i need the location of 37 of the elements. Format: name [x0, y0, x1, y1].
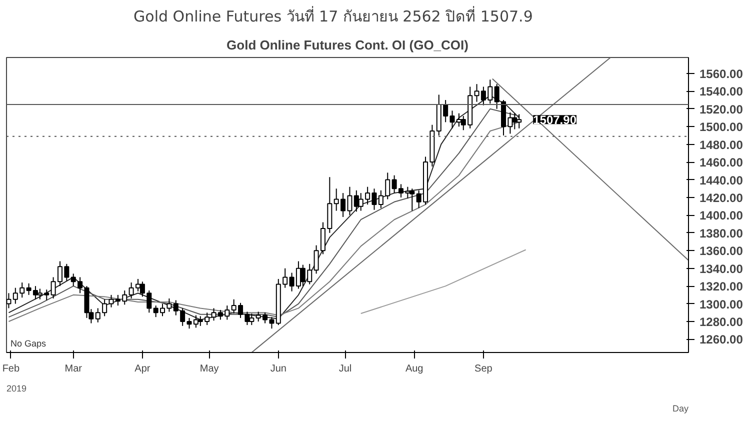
- annotation: No Gaps: [10, 338, 47, 348]
- x-tick-label: Apr: [134, 364, 151, 374]
- y-tick-label: 1340.00: [700, 262, 744, 276]
- candlestick: [392, 174, 397, 194]
- x-tick-label: Aug: [405, 364, 424, 374]
- y-tick-label: 1480.00: [700, 138, 744, 152]
- x-tick-label: Jun: [270, 364, 286, 374]
- x-tick-label: May: [200, 364, 219, 374]
- y-tick-label: 1520.00: [700, 102, 744, 116]
- y-tick-label: 1260.00: [700, 332, 744, 347]
- x-tick-label: Feb: [2, 364, 20, 374]
- y-tick-label: 1500.00: [700, 120, 744, 134]
- annotation: 1507.90: [533, 113, 577, 128]
- y-tick-label: 1560.00: [700, 66, 744, 81]
- candlestick: [70, 273, 76, 287]
- candlestick: [78, 276, 83, 294]
- x-tick-label: Sep: [474, 364, 493, 374]
- y-tick-label: 1460.00: [700, 156, 744, 170]
- y-tick-label: 1300.00: [700, 297, 744, 312]
- x-tick-label: Mar: [64, 364, 83, 374]
- chart-subtitle: Gold Online Futures Cont. OI (GO_COI): [226, 38, 468, 52]
- x-tick-label: Jul: [338, 364, 352, 374]
- y-tick-label: 1320.00: [700, 280, 744, 294]
- y-tick-label: 1400.00: [700, 208, 744, 223]
- y-tick-label: 1360.00: [700, 244, 744, 258]
- y-tick-label: 1280.00: [700, 314, 744, 329]
- candlestick: [128, 282, 134, 299]
- text: 2019: [6, 384, 27, 394]
- candlestick: [135, 278, 141, 292]
- y-tick-label: 1380.00: [700, 226, 744, 240]
- y-tick-label: 1440.00: [700, 173, 744, 188]
- y-tick-label: 1540.00: [700, 84, 744, 99]
- candlestick: [244, 311, 250, 326]
- candlestick: [6, 292, 12, 309]
- chart-title: Gold Online Futures วันที่ 17 กันยายน 2562 ปิดที่ 1507.9: [134, 6, 533, 26]
- text: Day: [672, 404, 689, 414]
- y-tick-label: 1420.00: [700, 190, 744, 205]
